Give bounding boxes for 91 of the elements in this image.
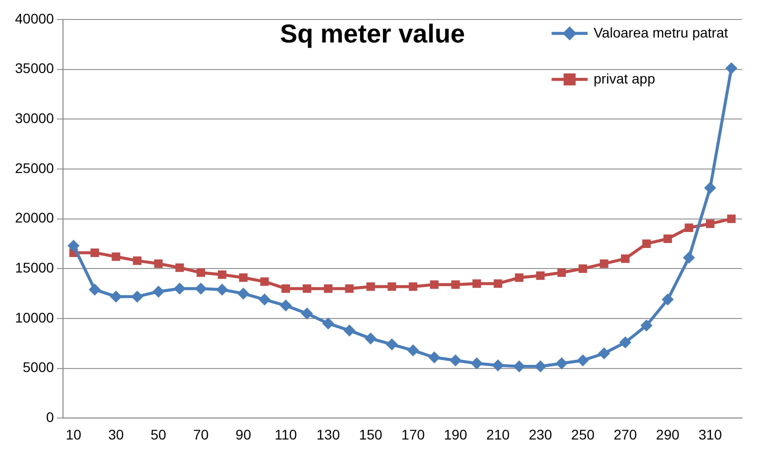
- point: [302, 284, 312, 293]
- point: [131, 290, 144, 303]
- point: [88, 284, 101, 296]
- x-tick-label: 210: [486, 426, 510, 442]
- point: [152, 286, 164, 298]
- point: [260, 277, 269, 286]
- point: [386, 338, 398, 350]
- point: [407, 344, 420, 356]
- point: [682, 252, 695, 264]
- point: [684, 224, 694, 232]
- point: [450, 354, 462, 366]
- point: [430, 280, 439, 289]
- point: [408, 282, 418, 291]
- point: [428, 351, 440, 364]
- point: [470, 357, 483, 370]
- point: [366, 282, 375, 291]
- point: [196, 268, 206, 277]
- point: [280, 300, 292, 312]
- point: [322, 317, 334, 330]
- point: [556, 357, 568, 370]
- point: [472, 279, 481, 288]
- x-tick-label: 310: [698, 426, 722, 442]
- x-tick-label: 90: [236, 426, 252, 442]
- x-tick-label: 110: [274, 426, 298, 442]
- point: [576, 354, 589, 366]
- point: [513, 360, 526, 372]
- point: [343, 324, 356, 336]
- x-tick-label: 270: [614, 426, 638, 442]
- point: [239, 273, 248, 282]
- x-tick-label: 170: [401, 426, 425, 442]
- point: [175, 263, 184, 272]
- point: [451, 280, 460, 289]
- x-tick-label: 290: [656, 426, 680, 442]
- point: [68, 240, 80, 252]
- x-tick-label: 150: [358, 426, 383, 442]
- y-tick-label: 40000: [14, 10, 54, 26]
- point: [110, 290, 122, 303]
- point: [578, 264, 588, 273]
- point: [216, 284, 228, 296]
- y-tick-label: 25000: [14, 160, 54, 176]
- x-tick-label: 230: [528, 426, 552, 442]
- point: [324, 284, 332, 293]
- point: [600, 259, 608, 268]
- y-tick-label: 10000: [14, 309, 54, 326]
- point: [536, 271, 545, 280]
- point: [388, 282, 396, 291]
- point: [282, 284, 290, 293]
- point: [619, 336, 632, 348]
- point: [727, 214, 736, 224]
- x-tick-label: 30: [108, 426, 124, 442]
- point: [174, 282, 186, 295]
- point: [534, 360, 546, 372]
- point: [237, 288, 250, 300]
- point: [725, 62, 738, 74]
- point: [218, 270, 226, 279]
- point: [598, 347, 610, 360]
- point: [364, 332, 377, 344]
- y-tick-label: 15000: [14, 260, 54, 276]
- point: [492, 359, 504, 372]
- y-tick-label: 35000: [14, 60, 54, 76]
- legend-label: privat app: [594, 70, 656, 86]
- point: [663, 234, 672, 243]
- point: [345, 284, 354, 293]
- legend-label: Valoarea metru patrat: [594, 24, 728, 40]
- point: [621, 254, 630, 263]
- point: [642, 239, 651, 248]
- y-tick-label: 30000: [14, 110, 54, 126]
- chart-title: Sq meter value: [280, 18, 465, 49]
- point: [132, 256, 142, 265]
- y-tick-label: 5000: [22, 359, 54, 376]
- point: [90, 248, 100, 257]
- y-tick-label: 0: [46, 409, 54, 426]
- x-tick-label: 70: [193, 426, 209, 442]
- point: [706, 220, 714, 228]
- point: [640, 319, 653, 332]
- point: [112, 252, 120, 261]
- point: [662, 294, 674, 306]
- point: [194, 282, 207, 295]
- point: [494, 279, 502, 288]
- point: [557, 268, 566, 277]
- x-tick-label: 190: [444, 426, 468, 442]
- point: [704, 182, 716, 194]
- x-tick-label: 250: [571, 426, 595, 442]
- x-tick-label: 10: [66, 426, 82, 442]
- point: [300, 308, 313, 320]
- point: [514, 273, 524, 282]
- x-tick-label: 50: [150, 426, 166, 442]
- point: [258, 294, 271, 306]
- point: [154, 259, 163, 268]
- x-tick-label: 130: [316, 426, 340, 442]
- y-tick-label: 20000: [14, 210, 54, 226]
